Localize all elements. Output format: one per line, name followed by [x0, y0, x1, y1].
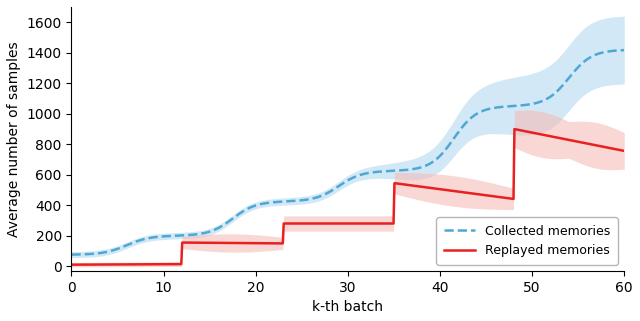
Line: Replayed memories: Replayed memories: [72, 129, 624, 265]
Collected memories: [317, 194, 325, 198]
Collected memories: [436, 153, 444, 157]
Replayed memories: [317, 221, 325, 225]
Replayed memories: [511, 127, 518, 131]
X-axis label: k-th batch: k-th batch: [312, 300, 383, 314]
Replayed memories: [620, 149, 628, 153]
Collected memories: [484, 107, 492, 111]
Replayed memories: [166, 262, 173, 266]
Replayed memories: [436, 187, 444, 191]
Collected memories: [620, 48, 628, 52]
Replayed memories: [210, 241, 218, 245]
Line: Collected memories: Collected memories: [72, 50, 624, 255]
Replayed memories: [68, 263, 76, 267]
Replayed memories: [394, 182, 401, 186]
Collected memories: [210, 228, 218, 232]
Collected memories: [166, 234, 173, 238]
Replayed memories: [484, 194, 492, 197]
Collected memories: [394, 169, 401, 172]
Collected memories: [68, 253, 76, 256]
Y-axis label: Average number of samples: Average number of samples: [7, 41, 21, 237]
Legend: Collected memories, Replayed memories: Collected memories, Replayed memories: [436, 217, 618, 265]
